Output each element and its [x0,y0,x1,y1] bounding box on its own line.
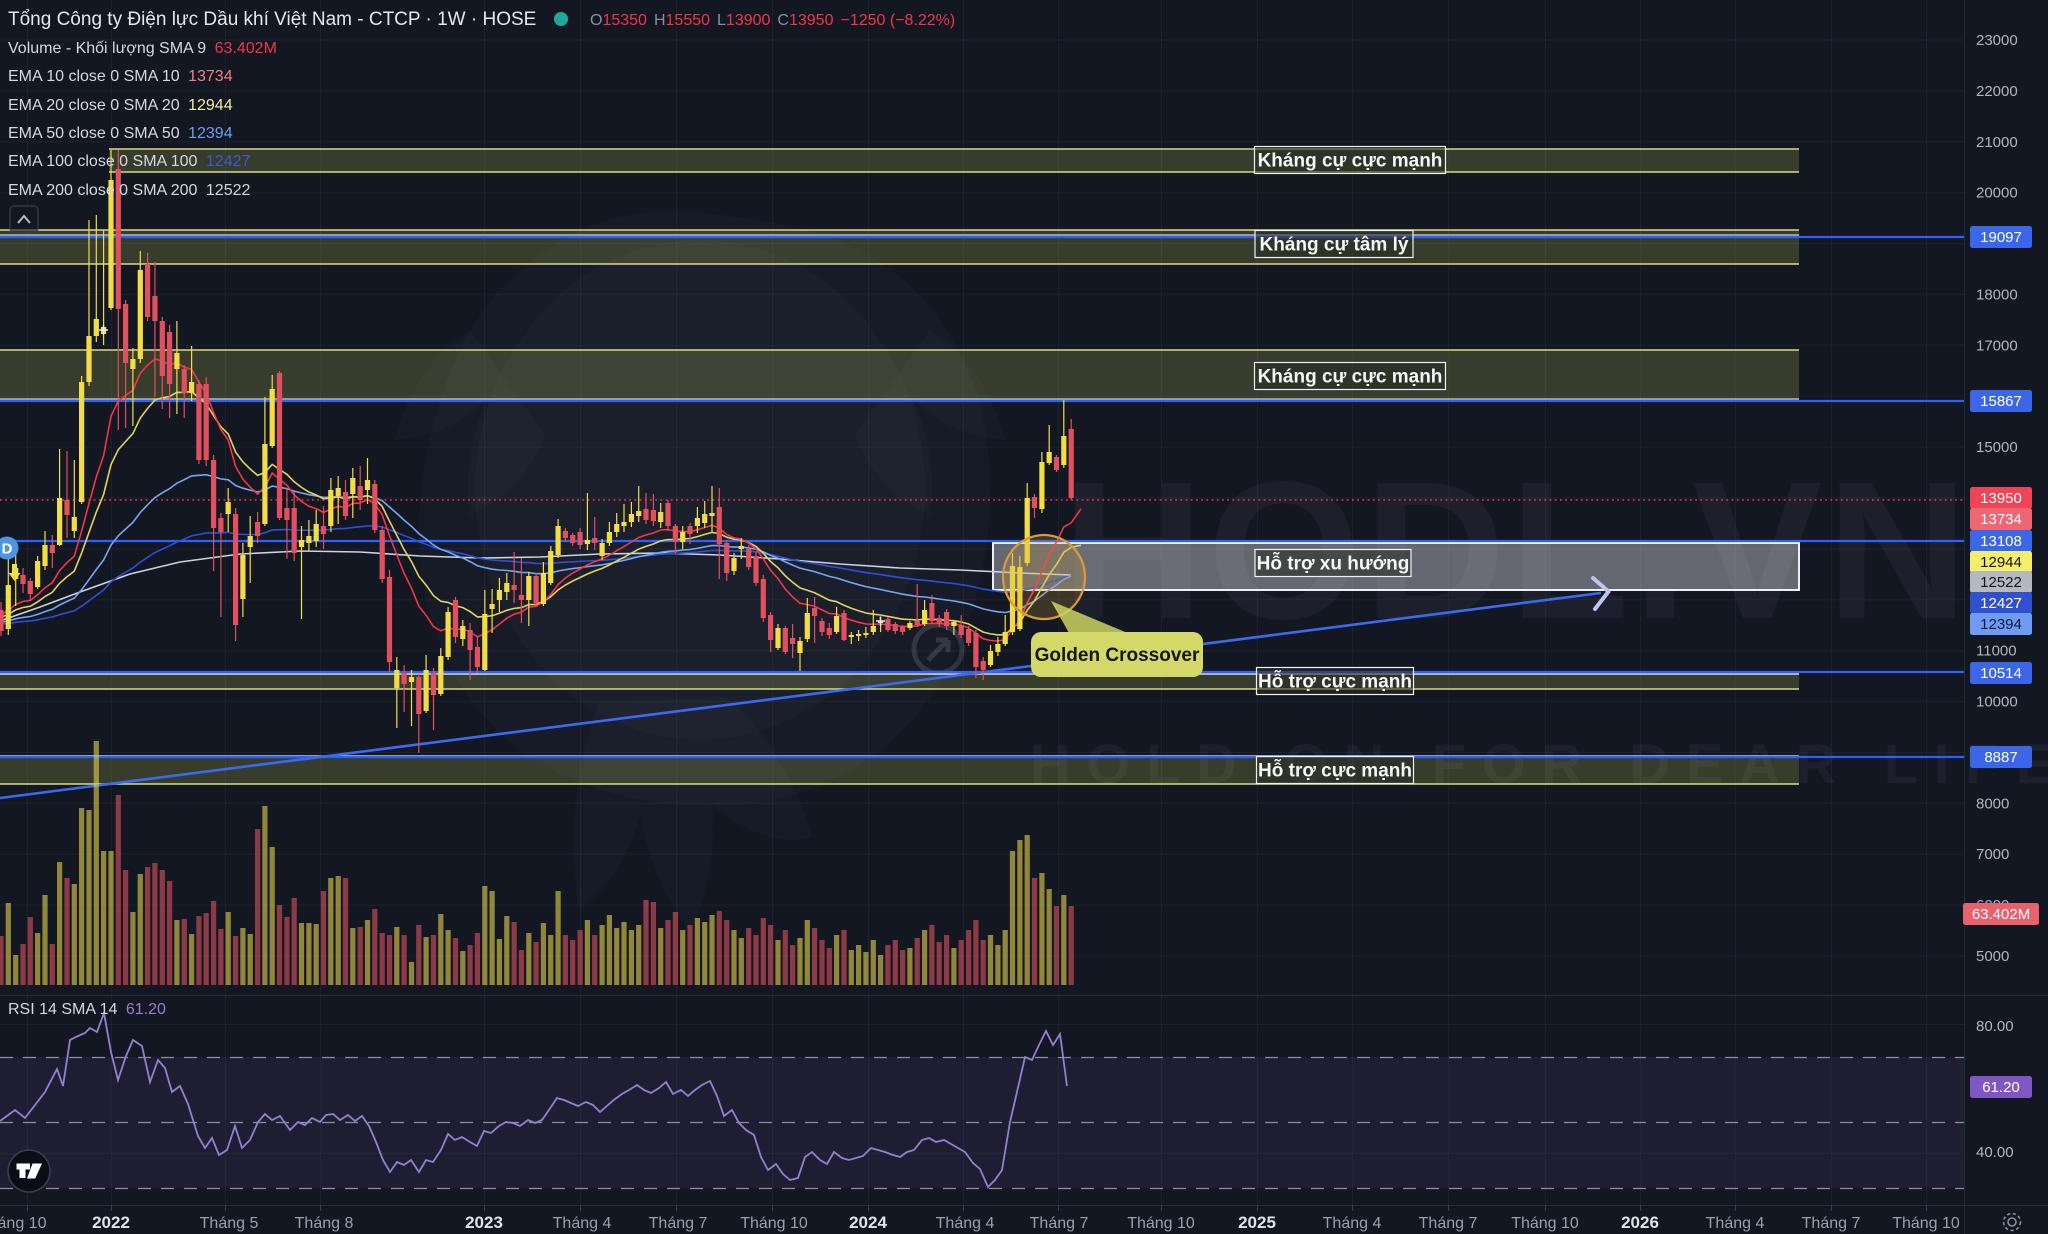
svg-text:15000: 15000 [1976,439,2018,456]
svg-text:13950: 13950 [1980,490,2022,507]
svg-text:EMA 20 close 0 SMA 20 12944: EMA 20 close 0 SMA 20 12944 [8,97,233,114]
svg-text:Tháng 10: Tháng 10 [1892,1215,1960,1232]
svg-text:19097: 19097 [1980,229,2022,246]
svg-text:Tháng 4: Tháng 4 [1323,1215,1382,1232]
svg-text:Tháng 10: Tháng 10 [740,1215,808,1232]
svg-text:8000: 8000 [1976,795,2009,812]
svg-text:Hỗ trợ cực mạnh: Hỗ trợ cực mạnh [1258,671,1412,693]
svg-text:Kháng cự cực mạnh: Kháng cự cực mạnh [1258,367,1443,388]
svg-text:13108: 13108 [1980,533,2022,550]
svg-text:Tháng 7: Tháng 7 [1419,1215,1478,1232]
svg-text:12944: 12944 [1980,554,2022,571]
svg-text:Hỗ trợ cực mạnh: Hỗ trợ cực mạnh [1258,760,1412,782]
svg-text:Tháng 4: Tháng 4 [553,1215,612,1232]
svg-text:Tháng 7: Tháng 7 [1030,1215,1089,1232]
svg-text:18000: 18000 [1976,286,2018,303]
svg-text:63.402M: 63.402M [1972,906,2030,923]
svg-text:Tháng 5: Tháng 5 [200,1215,259,1232]
svg-text:EMA 100 close 0 SMA 100 12427: EMA 100 close 0 SMA 100 12427 [8,153,250,170]
svg-text:Golden Crossover: Golden Crossover [1035,645,1200,666]
svg-text:RSI 14 SMA 14 61.20: RSI 14 SMA 14 61.20 [8,1001,166,1018]
svg-text:5000: 5000 [1976,948,2009,965]
svg-text:EMA 10 close 0 SMA 10 13734: EMA 10 close 0 SMA 10 13734 [8,68,233,85]
svg-text:12427: 12427 [1980,595,2022,612]
svg-text:13734: 13734 [1980,511,2022,528]
svg-text:20000: 20000 [1976,185,2018,202]
svg-text:23000: 23000 [1976,32,2018,49]
svg-text:21000: 21000 [1976,134,2018,151]
svg-text:Tháng 10: Tháng 10 [1127,1215,1195,1232]
svg-text:40.00: 40.00 [1976,1144,2014,1161]
svg-text:2024: 2024 [849,1213,887,1232]
svg-text:15867: 15867 [1980,393,2022,410]
svg-text:17000: 17000 [1976,337,2018,354]
svg-text:Kháng cự tâm lý: Kháng cự tâm lý [1260,235,1409,256]
svg-text:11000: 11000 [1976,643,2017,660]
svg-text:Tháng 7: Tháng 7 [649,1215,708,1232]
svg-text:Kháng cự cực mạnh: Kháng cự cực mạnh [1258,151,1443,172]
svg-text:Tháng 4: Tháng 4 [1706,1215,1765,1232]
svg-text:áng 10: áng 10 [0,1215,47,1232]
svg-text:Tháng 4: Tháng 4 [936,1215,995,1232]
svg-text:10000: 10000 [1976,694,2018,711]
svg-text:22000: 22000 [1976,83,2018,100]
svg-text:Tổng Công ty Điện lực Dầu khí: Tổng Công ty Điện lực Dầu khí Việt Nam -… [8,9,536,30]
svg-text:Tháng 8: Tháng 8 [295,1215,354,1232]
svg-text:2022: 2022 [92,1213,130,1232]
svg-text:EMA 50 close 0 SMA 50 12394: EMA 50 close 0 SMA 50 12394 [8,125,233,142]
svg-text:61.20: 61.20 [1982,1079,2020,1096]
svg-text:Tháng 10: Tháng 10 [1511,1215,1579,1232]
svg-text:Hỗ trợ xu hướng: Hỗ trợ xu hướng [1257,553,1410,575]
svg-text:2026: 2026 [1621,1213,1659,1232]
svg-text:2023: 2023 [465,1213,503,1232]
svg-text:HODL.VN: HODL.VN [1062,441,1972,660]
svg-text:80.00: 80.00 [1976,1018,2014,1035]
svg-text:EMA 200 close 0 SMA 200 12522: EMA 200 close 0 SMA 200 12522 [8,182,250,199]
svg-text:10514: 10514 [1980,665,2022,682]
svg-text:D: D [2,541,13,558]
svg-text:Tháng 7: Tháng 7 [1802,1215,1861,1232]
svg-text:12522: 12522 [1980,574,2022,591]
svg-text:2025: 2025 [1238,1213,1276,1232]
svg-text:Volume - Khối lượng SMA 9 63.4: Volume - Khối lượng SMA 9 63.402M [8,40,277,57]
svg-text:7000: 7000 [1976,846,2009,863]
svg-text:12394: 12394 [1980,616,2022,633]
svg-text:8887: 8887 [1984,749,2017,766]
